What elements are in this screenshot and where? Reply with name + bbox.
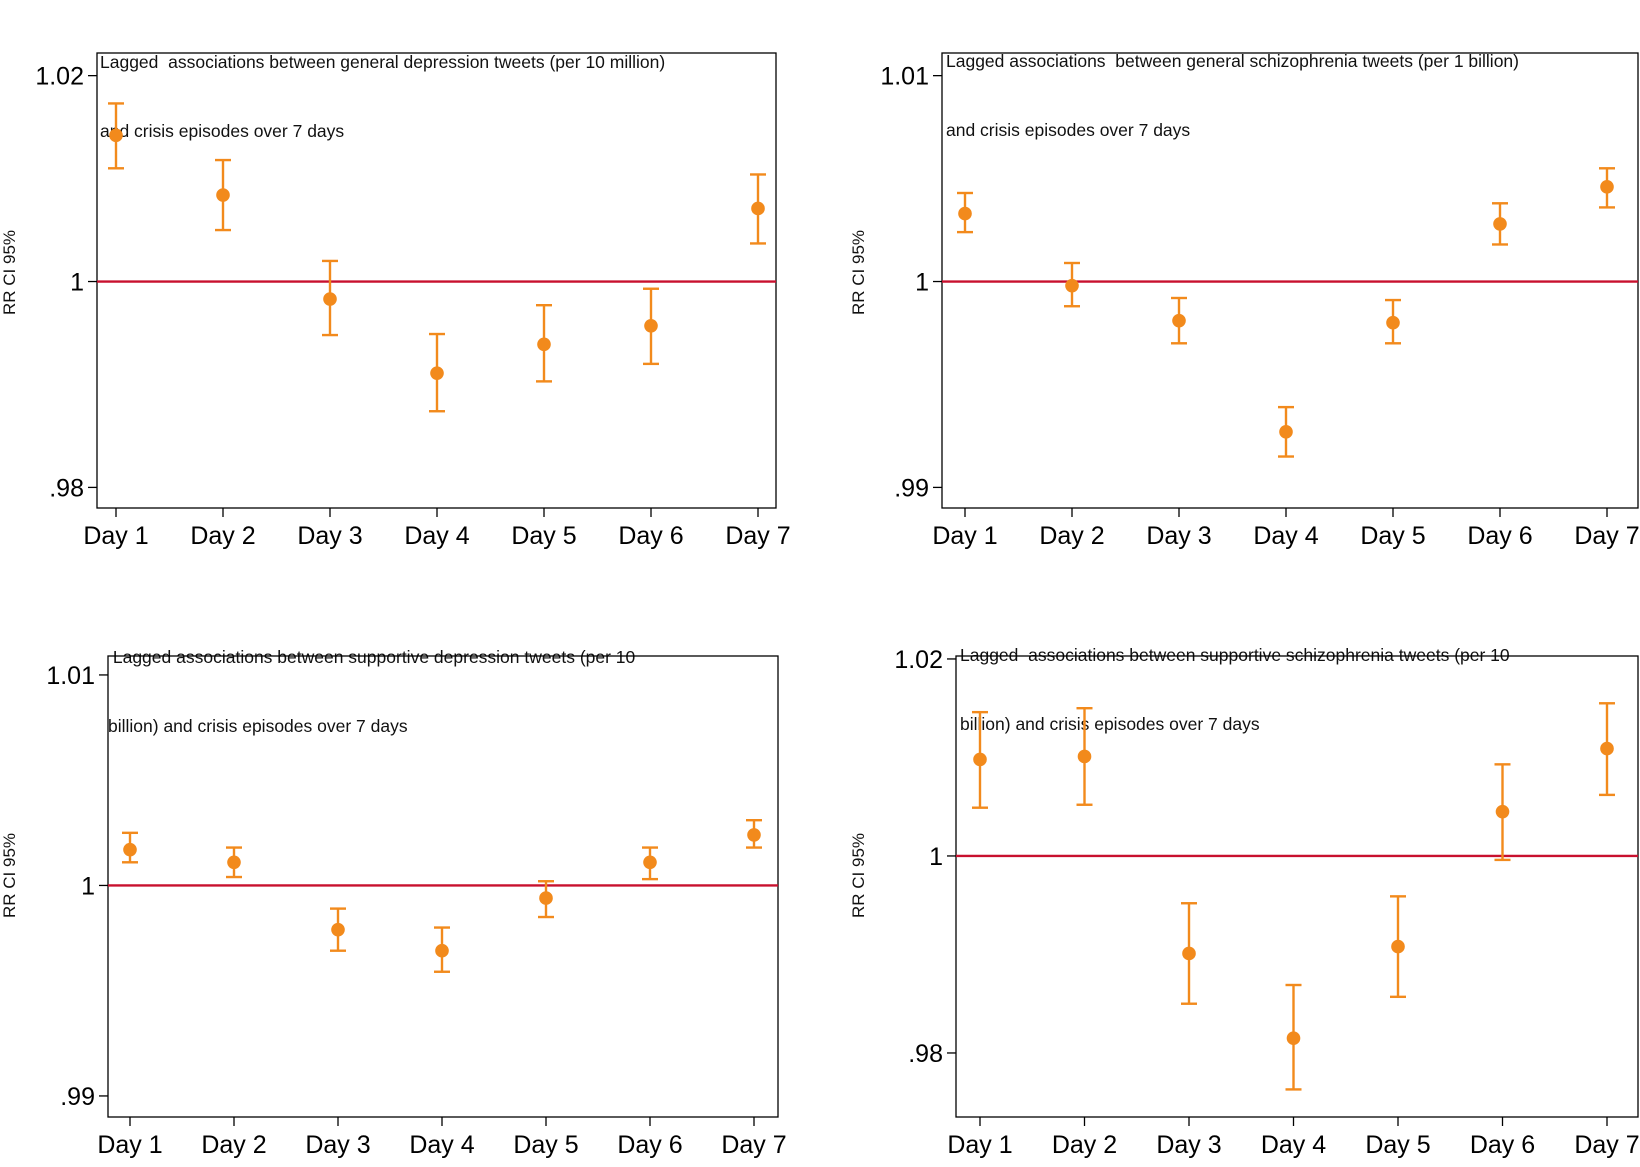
y-tick-label: .98 bbox=[908, 1040, 943, 1068]
x-tick-label: Day 1 bbox=[947, 1131, 1012, 1159]
data-point bbox=[1286, 1031, 1301, 1045]
data-point bbox=[123, 842, 137, 857]
data-point bbox=[1279, 425, 1293, 439]
data-point bbox=[973, 752, 987, 767]
x-tick-label: Day 1 bbox=[83, 522, 148, 550]
chart-title-line-2: and crisis episodes over 7 days bbox=[946, 120, 1191, 140]
data-point bbox=[1600, 180, 1614, 194]
y-tick-label: 1.02 bbox=[894, 646, 943, 674]
chart-title: Lagged associations between general schi… bbox=[946, 4, 1519, 188]
x-tick-label: Day 7 bbox=[1574, 522, 1639, 550]
x-tick-label: Day 2 bbox=[1039, 522, 1104, 550]
plot-frame bbox=[955, 655, 1639, 1118]
data-point bbox=[1065, 278, 1079, 293]
data-point bbox=[1493, 217, 1507, 231]
plot-2: .99 1 1.01 Day 1 Day 2 Day 3 Day 4 Day 5 Day 6 Da… bbox=[880, 52, 1640, 550]
y-tick-label: 1.01 bbox=[46, 662, 95, 690]
data-point bbox=[430, 366, 444, 380]
x-tick-label: Day 7 bbox=[721, 1131, 786, 1159]
x-tick-label: Day 3 bbox=[305, 1131, 370, 1159]
x-tick-label: Day 2 bbox=[201, 1131, 266, 1159]
x-tick-label: Day 4 bbox=[1253, 522, 1318, 550]
chart-title-line-1: Lagged associations between supportive d… bbox=[108, 647, 636, 667]
x-tick-label: Day 5 bbox=[513, 1131, 578, 1159]
data-point bbox=[1182, 946, 1196, 961]
x-tick-label: Day 5 bbox=[1360, 522, 1425, 550]
data-point bbox=[227, 855, 241, 870]
x-tick-label: Day 3 bbox=[1146, 522, 1211, 550]
y-tick-label: 1.01 bbox=[880, 63, 929, 91]
x-tick-label: Day 3 bbox=[297, 522, 362, 550]
x-tick-label: Day 7 bbox=[725, 522, 790, 550]
data-point bbox=[643, 855, 657, 870]
data-point bbox=[1172, 313, 1186, 328]
x-tick-label: Day 4 bbox=[1261, 1131, 1326, 1159]
x-tick-label: Day 7 bbox=[1574, 1131, 1639, 1159]
plot-4: .98 1 1.02 Day 1 Day 2 Day 3 Day 4 Day 5 Day 6 Da… bbox=[894, 646, 1639, 1159]
data-point bbox=[751, 201, 765, 216]
data-point bbox=[1386, 315, 1400, 330]
chart-title: Lagged associations between general depr… bbox=[100, 5, 665, 189]
data-point bbox=[644, 318, 658, 333]
x-tick-label: Day 2 bbox=[190, 522, 255, 550]
data-point bbox=[216, 188, 230, 202]
data-point bbox=[109, 128, 123, 143]
x-tick-label: Day 3 bbox=[1156, 1131, 1221, 1159]
x-tick-label: Day 5 bbox=[1365, 1131, 1430, 1159]
chart-title-line-1: Lagged associations between general schi… bbox=[946, 51, 1519, 71]
y-tick-label: 1 bbox=[915, 269, 929, 297]
y-tick-label: .99 bbox=[894, 474, 929, 502]
data-point bbox=[331, 922, 345, 937]
data-point bbox=[1077, 749, 1092, 764]
data-point bbox=[435, 943, 449, 958]
x-tick-label: Day 4 bbox=[404, 522, 469, 550]
chart-title-line-1: Lagged associations between supportive s… bbox=[960, 645, 1510, 665]
x-tick-label: Day 6 bbox=[617, 1131, 682, 1159]
data-point bbox=[1600, 741, 1614, 756]
chart-title: Lagged associations between supportive s… bbox=[960, 598, 1510, 782]
x-tick-label: Day 1 bbox=[932, 522, 997, 550]
data-point bbox=[537, 337, 551, 352]
data-point bbox=[539, 891, 553, 905]
y-tick-label: 1 bbox=[81, 872, 95, 900]
chart-title: Lagged associations between supportive d… bbox=[108, 600, 635, 784]
plot-3: .99 1 1.01 Day 1 Day 2 Day 3 Day 4 Day 5 Day 6 Da… bbox=[46, 655, 787, 1159]
data-point bbox=[1495, 804, 1510, 819]
data-point bbox=[323, 292, 337, 306]
chart-title-line-2: billion) and crisis episodes over 7 days bbox=[108, 716, 408, 736]
x-tick-label: Day 4 bbox=[409, 1131, 474, 1159]
y-tick-label: .99 bbox=[60, 1083, 95, 1111]
data-point bbox=[958, 206, 972, 221]
chart-title-line-2: billion) and crisis episodes over 7 days bbox=[960, 714, 1260, 734]
y-tick-label: 1 bbox=[70, 269, 84, 297]
x-tick-label: Day 2 bbox=[1052, 1131, 1117, 1159]
x-tick-label: Day 5 bbox=[511, 522, 576, 550]
x-tick-label: Day 1 bbox=[97, 1131, 162, 1159]
x-tick-label: Day 6 bbox=[618, 522, 683, 550]
x-tick-label: Day 6 bbox=[1467, 522, 1532, 550]
chart-title-line-1: Lagged associations between general depr… bbox=[100, 52, 666, 72]
plot-1: .98 1 1.02 Day 1 Day 2 Day 3 Day 4 Day 5 Day 6 Da… bbox=[35, 52, 791, 550]
data-point bbox=[1391, 939, 1405, 954]
y-tick-label: 1 bbox=[929, 843, 943, 871]
data-point bbox=[747, 828, 761, 842]
y-tick-label: 1.02 bbox=[35, 63, 84, 91]
y-tick-label: .98 bbox=[49, 474, 84, 502]
x-tick-label: Day 6 bbox=[1470, 1131, 1535, 1159]
